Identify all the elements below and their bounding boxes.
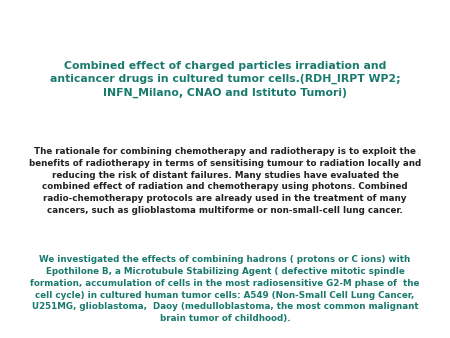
Text: The rationale for combining chemotherapy and radiotherapy is to exploit the
bene: The rationale for combining chemotherapy… (29, 147, 421, 215)
Text: We investigated the effects of combining hadrons ( protons or C ions) with
Epoth: We investigated the effects of combining… (30, 255, 420, 323)
Text: Combined effect of charged particles irradiation and
anticancer drugs in culture: Combined effect of charged particles irr… (50, 61, 400, 98)
